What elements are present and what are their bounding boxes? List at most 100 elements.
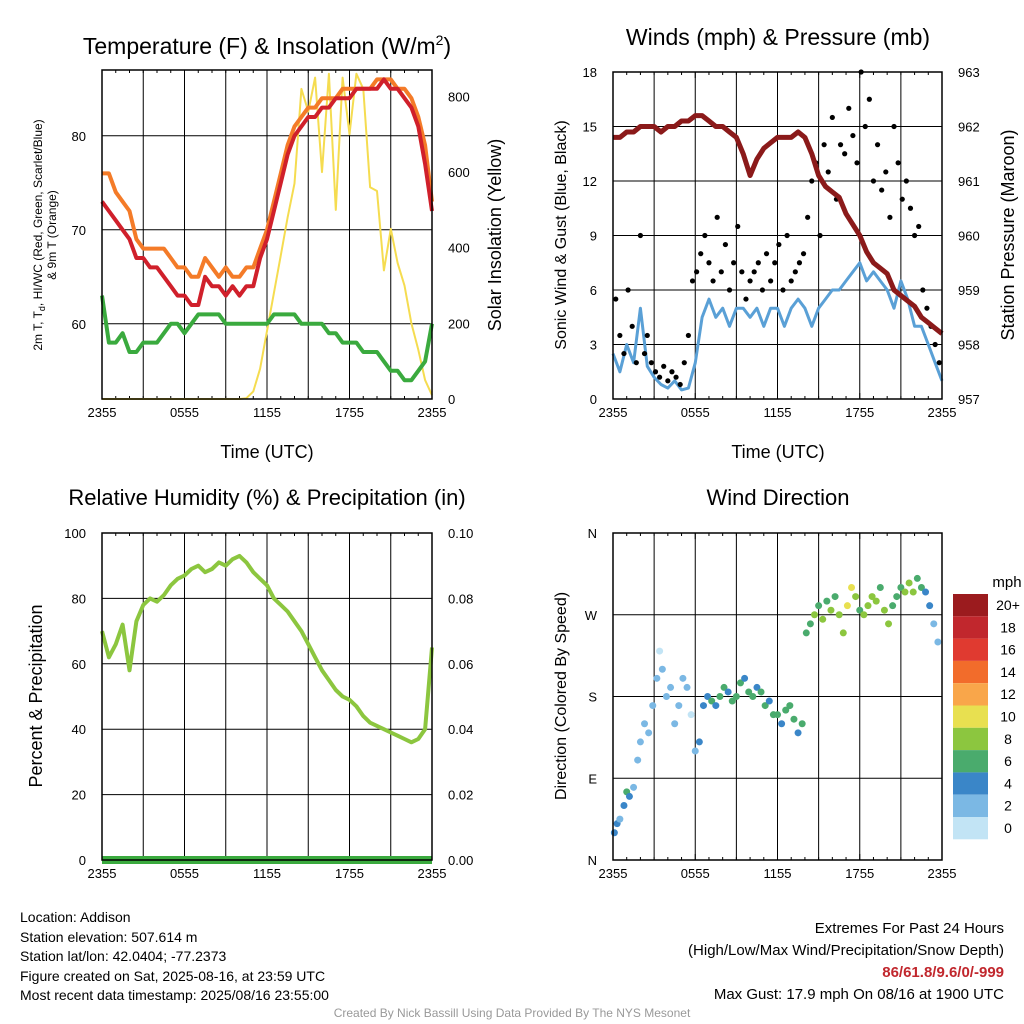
y-tick-label-left: 9 <box>590 229 597 244</box>
y-tick-label-right: 600 <box>448 165 470 180</box>
wind-ylabel-left: Sonic Wind & Gust (Blue, Black) <box>553 120 570 349</box>
gust-point <box>891 123 897 130</box>
y-tick-label-left: 18 <box>583 65 597 80</box>
gust-point <box>759 287 766 293</box>
gust-point <box>854 160 860 166</box>
y-tick-label-right: 400 <box>448 241 470 256</box>
gust-point <box>661 363 667 369</box>
gust-point <box>780 287 786 293</box>
y-tick-label-right: 0.08 <box>448 591 473 606</box>
gust-point <box>837 142 844 148</box>
station-elevation: Station elevation: 507.614 m <box>20 928 198 945</box>
gust-point <box>792 269 798 275</box>
direction-point <box>630 783 638 791</box>
gust-point <box>633 360 639 366</box>
y-tick-label-left: 80 <box>72 591 86 606</box>
direction-point <box>897 584 905 591</box>
legend-label: 20+ <box>996 597 1020 613</box>
gust-point <box>718 269 724 275</box>
direction-point <box>872 597 880 605</box>
direction-point <box>827 606 835 614</box>
gust-point <box>641 350 648 357</box>
legend-label: 10 <box>1000 709 1016 725</box>
plot-frame <box>612 71 943 400</box>
y-tick-label-right: 961 <box>958 174 980 189</box>
direction-point <box>839 629 847 637</box>
legend-label: 12 <box>1000 686 1016 702</box>
gust-point <box>862 123 868 130</box>
gust-point <box>936 360 942 366</box>
direction-point <box>675 702 683 710</box>
direction-point <box>625 792 633 800</box>
direction-point <box>815 602 823 610</box>
gust-point <box>788 278 794 284</box>
direction-point <box>901 588 909 596</box>
gust-point <box>698 251 704 257</box>
gust-point <box>681 360 687 366</box>
gust-point <box>613 296 619 302</box>
pressure-series-line <box>613 113 944 336</box>
y-tick-label-left: 0 <box>590 392 597 407</box>
temp-xlabel: Time (UTC) <box>220 442 313 462</box>
legend-swatch <box>953 817 988 840</box>
direction-point <box>819 615 827 623</box>
gust-point <box>625 287 631 293</box>
gust-point <box>772 260 778 266</box>
dir-speed-legend: 20+ 18 16 14 12 10 8 6 4 2 0 <box>953 594 1020 840</box>
direction-point <box>695 738 703 746</box>
y-tick-label-left: N <box>588 853 597 868</box>
x-tick-label: 2355 <box>599 405 628 420</box>
gust-point <box>743 296 749 302</box>
x-tick-label: 1155 <box>764 866 792 881</box>
gust-point <box>617 332 623 339</box>
gust-point <box>842 151 848 157</box>
gust-point <box>673 374 679 380</box>
rh-panel: 2355 0555 1155 1755 23550204060801000.000.02… <box>64 526 473 881</box>
gust-point <box>796 260 803 266</box>
direction-point <box>662 693 670 700</box>
direction-point <box>749 693 757 700</box>
legend-swatch <box>953 750 988 773</box>
x-tick-label: 2355 <box>928 866 957 881</box>
gust-point <box>907 205 914 211</box>
legend-swatch <box>953 705 988 728</box>
dewpoint-series-line <box>100 295 434 383</box>
temp-ylabel-right: Solar Insolation (Yellow) <box>485 139 505 331</box>
gust-point <box>629 323 635 329</box>
direction-point <box>811 611 819 619</box>
gust-point <box>669 369 675 375</box>
plot-frame <box>101 69 433 400</box>
direction-point <box>909 588 917 596</box>
temp-ylabel-left: 2m T, Td, HI/WC (Red, Green, Scarlet/Blu… <box>31 119 47 350</box>
gust-point <box>887 214 893 220</box>
station-info: Location: Addison Station elevation: 507… <box>20 908 329 1006</box>
gust-point <box>694 269 700 275</box>
relative-humidity-series-line <box>100 553 434 745</box>
direction-point <box>831 593 839 601</box>
gust-point <box>677 381 683 388</box>
gust-point <box>685 332 691 339</box>
dir-ylabel-left: Direction (Colored By Speed) <box>553 592 570 800</box>
direction-point <box>745 688 753 696</box>
station-location: Location: Addison <box>20 909 131 925</box>
direction-point <box>736 679 744 687</box>
gust-point <box>755 260 761 266</box>
gust-point <box>751 269 757 275</box>
gust-point <box>763 251 770 257</box>
direction-point <box>802 629 810 637</box>
extremes-values: 86/61.8/9.6/0/-999 <box>882 964 1004 981</box>
y-tick-label-left: 70 <box>72 223 86 238</box>
legend-label: 16 <box>1000 642 1016 658</box>
x-tick-label: 2355 <box>88 405 117 420</box>
direction-point <box>691 747 699 755</box>
direction-point <box>798 720 806 728</box>
gust-point <box>776 241 782 248</box>
y-tick-label-left: S <box>588 690 597 705</box>
legend-label: 2 <box>1004 798 1012 814</box>
gust-point <box>637 232 644 239</box>
gust-point <box>800 251 807 257</box>
gust-point <box>689 278 696 284</box>
gust-point <box>747 278 753 284</box>
direction-point <box>720 683 728 691</box>
x-tick-label: 1755 <box>335 405 364 420</box>
